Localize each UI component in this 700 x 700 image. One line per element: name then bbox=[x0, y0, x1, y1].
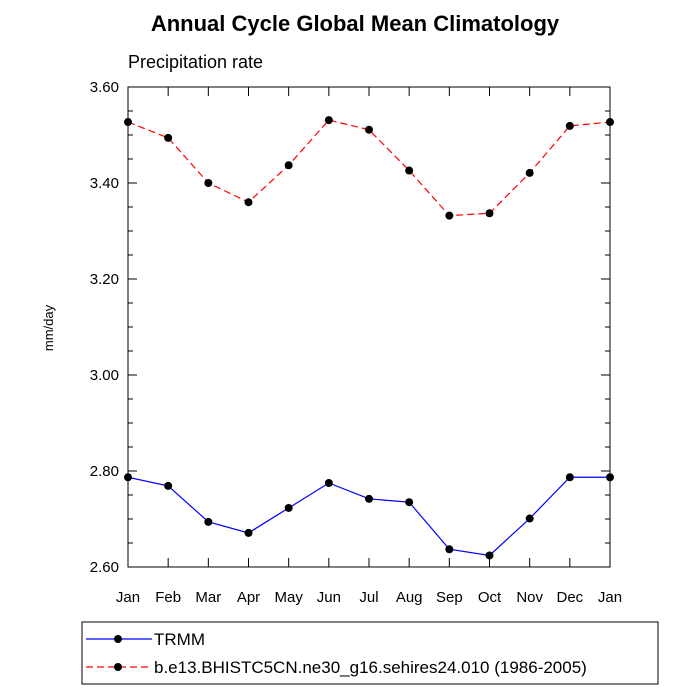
series-1-point bbox=[365, 125, 373, 134]
y-tick-label: 2.80 bbox=[90, 463, 119, 480]
series-0-point bbox=[606, 473, 614, 482]
x-tick-label: Dec bbox=[556, 589, 583, 606]
legend-marker-0 bbox=[114, 635, 122, 643]
y-tick-label: 2.60 bbox=[90, 559, 119, 576]
series-1-point bbox=[324, 116, 333, 125]
x-tick-label: Apr bbox=[237, 589, 260, 606]
series-0-point bbox=[565, 473, 574, 482]
plot-series bbox=[124, 116, 614, 560]
series-1-point bbox=[244, 198, 253, 207]
y-tick-label: 3.20 bbox=[90, 271, 119, 288]
y-tick-label: 3.60 bbox=[90, 79, 119, 96]
series-0-point bbox=[204, 517, 213, 526]
x-tick-label: Jan bbox=[116, 589, 140, 606]
series-1-point bbox=[606, 118, 614, 127]
series-1-point bbox=[405, 166, 414, 175]
y-axis-label: mm/day bbox=[41, 304, 56, 351]
x-tick-label: Sep bbox=[436, 589, 463, 606]
series-1-point bbox=[164, 133, 173, 142]
legend: TRMM b.e13.BHISTC5CN.ne30_g16.sehires24.… bbox=[81, 621, 659, 685]
series-1-point bbox=[284, 161, 293, 170]
x-tick-label: Mar bbox=[195, 589, 221, 606]
series-0-point bbox=[405, 498, 414, 507]
series-0-point bbox=[525, 514, 534, 523]
x-tick-label: Oct bbox=[478, 589, 502, 606]
series-0-point bbox=[244, 528, 253, 537]
series-0-point bbox=[324, 479, 333, 487]
x-tick-label: Aug bbox=[396, 589, 423, 606]
series-0-point bbox=[284, 503, 293, 512]
series-1-point bbox=[204, 179, 213, 187]
y-tick-label: 3.00 bbox=[90, 367, 119, 384]
series-line-0 bbox=[127, 476, 610, 557]
x-tick-label: Feb bbox=[155, 589, 181, 606]
legend-marker-1 bbox=[114, 663, 122, 671]
x-tick-label: Jun bbox=[317, 589, 341, 606]
series-0-point bbox=[164, 481, 173, 490]
chart-subtitle: Precipitation rate bbox=[128, 52, 263, 72]
legend-box bbox=[81, 621, 659, 685]
series-0-point bbox=[365, 494, 373, 503]
y-tick-label: 3.40 bbox=[90, 175, 119, 192]
x-tick-label: Nov bbox=[516, 589, 543, 606]
x-tick-label: Jan bbox=[598, 589, 622, 606]
series-1-point bbox=[124, 118, 132, 127]
legend-label-model: b.e13.BHISTC5CN.ne30_g16.sehires24.010 (… bbox=[154, 658, 587, 677]
series-1-point bbox=[525, 168, 534, 177]
x-tick-label: May bbox=[274, 589, 303, 606]
axes: 2.60 2.80 3.00 3.20 3.40 3.60 Jan Feb Mar Apr May J… bbox=[90, 79, 622, 606]
series-1-point bbox=[565, 121, 574, 130]
series-line-1 bbox=[127, 119, 611, 217]
series-1-point bbox=[445, 211, 454, 220]
series-1-point bbox=[485, 209, 494, 218]
series-0-point bbox=[445, 545, 454, 554]
series-0-point bbox=[485, 551, 494, 560]
series-0-point bbox=[124, 473, 132, 482]
legend-label-trmm: TRMM bbox=[154, 630, 205, 649]
x-tick-label: Jul bbox=[359, 589, 378, 606]
chart-title: Annual Cycle Global Mean Climatology bbox=[151, 11, 560, 36]
